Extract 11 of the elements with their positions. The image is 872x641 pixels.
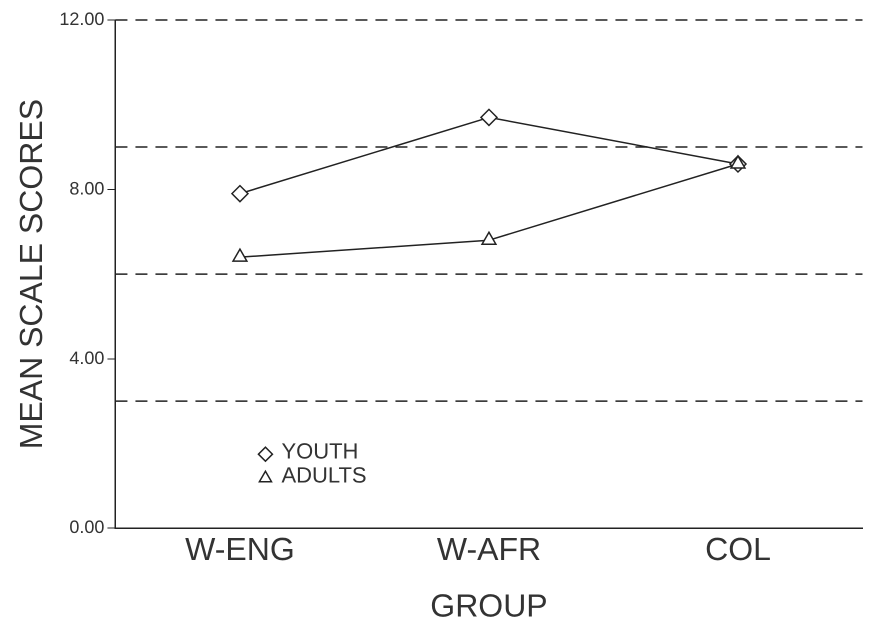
legend-label: ADULTS [281,462,367,488]
y-tick-label: 4.00 [69,348,104,368]
y-tick-label: 12.00 [59,8,104,29]
x-tick-label: W-AFR [436,531,542,568]
x-tick-label: W-ENG [185,531,295,568]
y-axis-title: MEAN SCALE SCORES [13,98,50,450]
y-tick-label: 0.00 [69,517,104,538]
y-tick-label: 8.00 [69,178,104,198]
x-axis-title: GROUP [430,588,548,624]
x-tick-label: COL [705,531,771,568]
legend-label: YOUTH [281,438,358,464]
